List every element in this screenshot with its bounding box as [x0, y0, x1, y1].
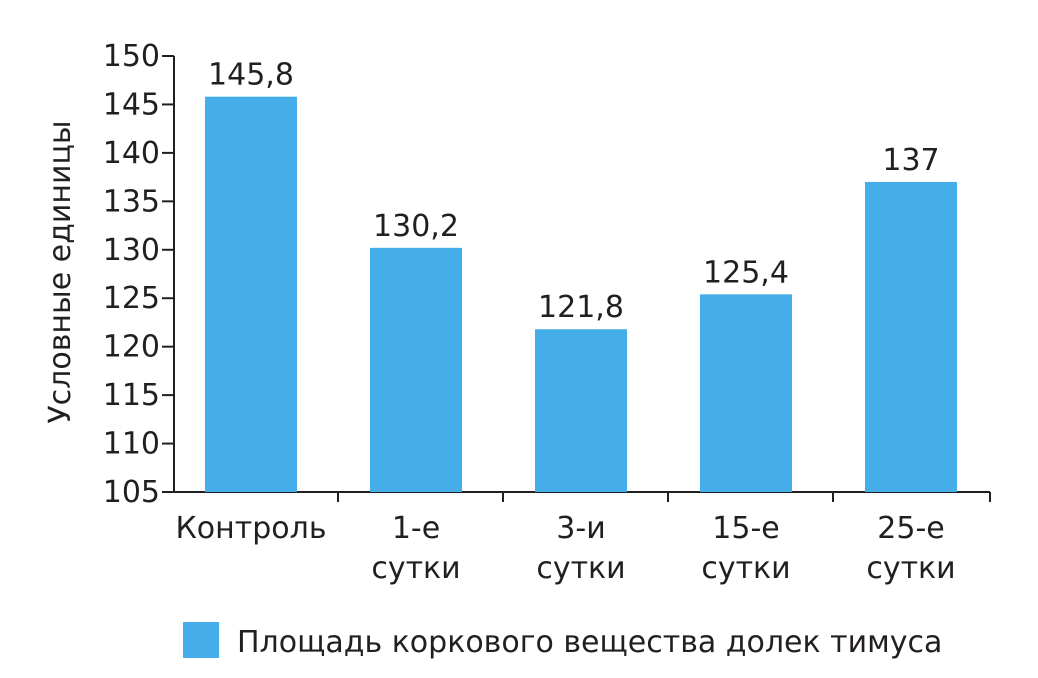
- x-tick-label: Контроль: [176, 511, 327, 546]
- bar: [370, 247, 462, 492]
- y-tick-label: 120: [103, 330, 160, 365]
- bar: [700, 294, 792, 492]
- data-label: 130,2: [373, 209, 459, 244]
- category-labels: Контроль 1-е сутки 3-и сутки 15-е сутки 25-е сут…: [176, 511, 956, 586]
- x-tick-label: 25-е сутки: [866, 511, 955, 586]
- bar: [205, 96, 297, 493]
- legend: Площадь коркового вещества долек тимуса: [183, 622, 942, 660]
- x-tick-label: 15-е сутки: [701, 511, 790, 586]
- legend-label: Площадь коркового вещества долек тимуса: [237, 625, 942, 660]
- y-tick-label: 110: [103, 427, 160, 462]
- data-label: 145,8: [208, 58, 294, 93]
- y-tick-label: 130: [103, 233, 160, 268]
- data-label: 137: [882, 143, 939, 178]
- y-tick-label: 125: [103, 281, 160, 316]
- data-label: 125,4: [703, 255, 789, 290]
- y-axis-label: Условные единицы: [43, 120, 78, 423]
- y-tick-label: 140: [103, 136, 160, 171]
- x-tick-label: 1-е сутки: [371, 511, 460, 586]
- bars: [205, 96, 957, 493]
- y-tick-label: 105: [103, 475, 160, 510]
- data-label: 121,8: [538, 290, 624, 325]
- y-tick-label: 145: [103, 87, 160, 122]
- y-tick-label: 115: [103, 378, 160, 413]
- value-labels: 145,8 130,2 121,8 125,4 137: [208, 58, 940, 326]
- y-tick-label: 150: [103, 39, 160, 74]
- y-tick-label: 135: [103, 184, 160, 219]
- legend-swatch: [183, 622, 219, 658]
- y-axis: 105 110 115 120 125 130 135 140 145 150: [103, 39, 175, 510]
- x-axis: [174, 491, 991, 502]
- x-tick-label: 3-и сутки: [536, 511, 625, 586]
- bar: [535, 329, 627, 492]
- bar: [865, 181, 957, 492]
